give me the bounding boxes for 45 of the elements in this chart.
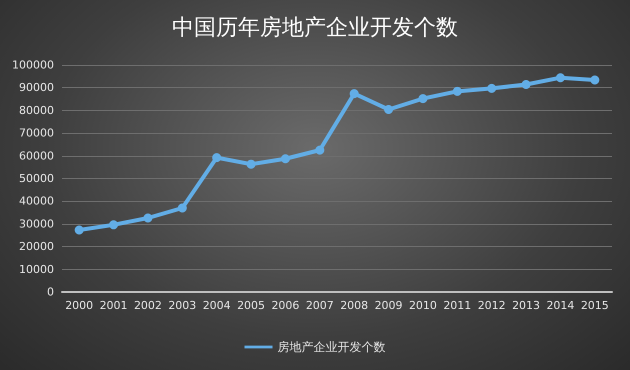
point [487, 84, 496, 93]
x-tick-label: 2009 [374, 299, 403, 312]
y-tick-label: 70000 [19, 126, 54, 140]
x-tick-label: 2010 [408, 299, 437, 312]
x-tick-label: 2008 [340, 299, 368, 312]
point [350, 89, 359, 98]
point [143, 214, 152, 222]
x-tick-label: 2002 [134, 299, 162, 312]
point [280, 154, 290, 164]
point [212, 153, 222, 162]
x-tick-label: 2006 [271, 299, 300, 312]
x-tick-label: 2013 [512, 299, 540, 312]
point [178, 204, 187, 213]
point [384, 104, 394, 114]
chart-title: 中国历年房地产企业开发个数 [172, 16, 458, 40]
x-tick-label: 2012 [478, 299, 506, 312]
point [418, 94, 428, 104]
y-tick-label: 40000 [19, 194, 54, 208]
x-tick-label: 2007 [306, 299, 334, 312]
x-tick-label: 2014 [546, 299, 574, 312]
x-tick-label: 2001 [100, 299, 128, 312]
y-tick-label: 10000 [19, 262, 54, 276]
x-tick-label: 2004 [202, 299, 231, 312]
point [452, 86, 462, 96]
point [590, 75, 600, 84]
point [109, 220, 118, 230]
y-tick-label: 0 [47, 286, 54, 298]
x-tick-label: 2005 [237, 299, 266, 312]
x-tick-label: 2015 [580, 299, 609, 312]
y-tick-label: 100000 [12, 58, 54, 72]
x-tick-label: 2011 [443, 299, 472, 312]
point [246, 160, 256, 169]
point [315, 146, 324, 155]
x-tick-label: 2000 [65, 299, 94, 312]
y-tick-label: 80000 [19, 104, 54, 117]
x-tick-label: 2003 [168, 299, 196, 312]
point [522, 80, 531, 90]
point [74, 226, 84, 235]
y-tick-label: 90000 [19, 81, 54, 94]
point [556, 73, 565, 82]
legend-label: 房地产企业开发个数 [278, 340, 386, 354]
y-tick-label: 60000 [19, 149, 54, 162]
y-tick-label: 50000 [19, 172, 54, 185]
y-tick-label: 30000 [19, 217, 54, 230]
y-tick-label: 20000 [19, 240, 54, 254]
